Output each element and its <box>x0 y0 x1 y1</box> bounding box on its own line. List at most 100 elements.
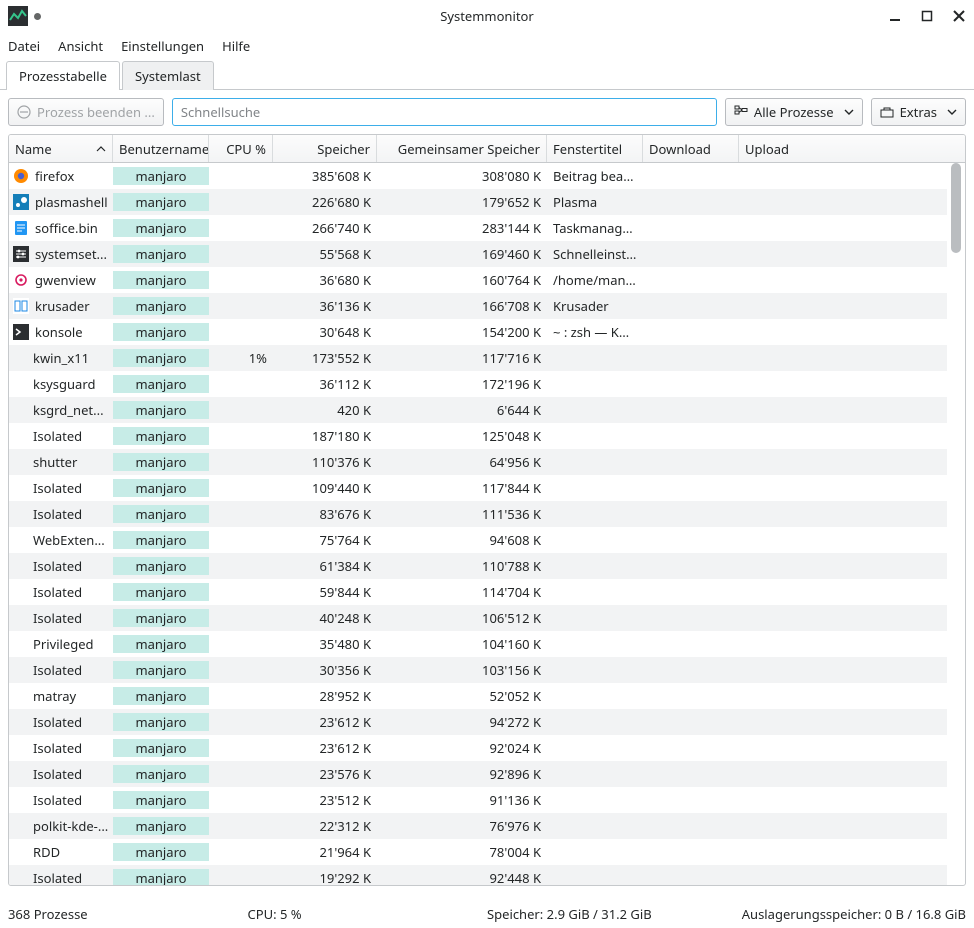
cell-user: manjaro <box>113 869 209 885</box>
column-cpu[interactable]: CPU % <box>209 135 273 162</box>
table-row[interactable]: Isolatedmanjaro23'612 K94'272 K <box>9 709 947 735</box>
table-row[interactable]: gwenviewmanjaro36'680 K160'764 K/home/ma… <box>9 267 947 293</box>
end-process-button[interactable]: Prozess beenden ... <box>8 98 164 126</box>
table-row[interactable]: Isolatedmanjaro40'248 K106'512 K <box>9 605 947 631</box>
cell-memory: 23'612 K <box>273 713 377 731</box>
process-name: Isolated <box>33 765 82 783</box>
table-row[interactable]: shuttermanjaro110'376 K64'956 K <box>9 449 947 475</box>
cell-shared-memory: 6'644 K <box>377 401 547 419</box>
status-cpu: CPU: 5 % <box>248 905 488 923</box>
table-row[interactable]: konsolemanjaro30'648 K154'200 K~ : zsh —… <box>9 319 947 345</box>
table-row[interactable]: Isolatedmanjaro83'676 K111'536 K <box>9 501 947 527</box>
table-row[interactable]: plasmashellmanjaro226'680 K179'652 KPlas… <box>9 189 947 215</box>
column-window-title-label: Fenstertitel <box>553 140 622 158</box>
column-upload[interactable]: Upload <box>739 135 935 162</box>
cell-name: Privileged <box>9 635 113 653</box>
cell-name: matray <box>9 687 113 705</box>
cell-shared-memory: 160'764 K <box>377 271 547 289</box>
column-shared-memory[interactable]: Gemeinsamer Speicher <box>377 135 547 162</box>
column-window-title[interactable]: Fenstertitel <box>547 135 643 162</box>
table-row[interactable]: Isolatedmanjaro23'612 K92'024 K <box>9 735 947 761</box>
table-row[interactable]: firefoxmanjaro385'608 K308'080 KBeitrag … <box>9 163 947 189</box>
menu-help[interactable]: Hilfe <box>222 37 250 55</box>
end-process-label: Prozess beenden ... <box>37 103 155 121</box>
table-row[interactable]: kwin_x11manjaro1%173'552 K117'716 K <box>9 345 947 371</box>
process-name: Isolated <box>33 479 82 497</box>
search-input[interactable] <box>172 98 717 126</box>
minimize-button[interactable] <box>888 9 902 23</box>
tab-process-table[interactable]: Prozesstabelle <box>6 61 120 90</box>
cell-user: manjaro <box>113 245 209 263</box>
filter-processes-label: Alle Prozesse <box>754 103 834 121</box>
cell-shared-memory: 78'004 K <box>377 843 547 861</box>
process-name: shutter <box>33 453 77 471</box>
cell-shared-memory: 172'196 K <box>377 375 547 393</box>
table-row[interactable]: matraymanjaro28'952 K52'052 K <box>9 683 947 709</box>
filter-processes-button[interactable]: Alle Prozesse <box>725 98 863 126</box>
table-row[interactable]: Isolatedmanjaro30'356 K103'156 K <box>9 657 947 683</box>
process-name: soffice.bin <box>35 219 98 237</box>
column-download[interactable]: Download <box>643 135 739 162</box>
menu-settings[interactable]: Einstellungen <box>121 37 204 55</box>
column-user[interactable]: Benutzername <box>113 135 209 162</box>
process-name: Isolated <box>33 713 82 731</box>
table-row[interactable]: ksgrd_net...manjaro420 K6'644 K <box>9 397 947 423</box>
cell-memory: 22'312 K <box>273 817 377 835</box>
cell-window-title: Beitrag bearb... <box>547 167 643 185</box>
maximize-button[interactable] <box>920 9 934 23</box>
cell-user: manjaro <box>113 713 209 731</box>
cell-name: kwin_x11 <box>9 349 113 367</box>
table-row[interactable]: Isolatedmanjaro61'384 K110'788 K <box>9 553 947 579</box>
table-row[interactable]: RDDmanjaro21'964 K78'004 K <box>9 839 947 865</box>
cell-user: manjaro <box>113 791 209 809</box>
column-name[interactable]: Name <box>9 135 113 162</box>
cell-shared-memory: 91'136 K <box>377 791 547 809</box>
cell-user: manjaro <box>113 843 209 861</box>
table-row[interactable]: ksysguardmanjaro36'112 K172'196 K <box>9 371 947 397</box>
table-row[interactable]: Isolatedmanjaro109'440 K117'844 K <box>9 475 947 501</box>
table-row[interactable]: Isolatedmanjaro23'576 K92'896 K <box>9 761 947 787</box>
cell-memory: 187'180 K <box>273 427 377 445</box>
cell-user: manjaro <box>113 661 209 679</box>
table-row[interactable]: Isolatedmanjaro187'180 K125'048 K <box>9 423 947 449</box>
close-button[interactable] <box>952 9 966 23</box>
process-icon <box>13 324 29 340</box>
tab-system-load[interactable]: Systemlast <box>122 61 214 90</box>
column-memory[interactable]: Speicher <box>273 135 377 162</box>
table-row[interactable]: polkit-kde-...manjaro22'312 K76'976 K <box>9 813 947 839</box>
table-row[interactable]: Isolatedmanjaro19'292 K92'448 K <box>9 865 947 885</box>
cell-shared-memory: 114'704 K <box>377 583 547 601</box>
table-row[interactable]: Isolatedmanjaro59'844 K114'704 K <box>9 579 947 605</box>
table-row[interactable]: soffice.binmanjaro266'740 K283'144 KTask… <box>9 215 947 241</box>
cell-shared-memory: 92'896 K <box>377 765 547 783</box>
menu-file[interactable]: Datei <box>8 37 40 55</box>
scrollbar-thumb[interactable] <box>951 163 961 253</box>
process-name: WebExten... <box>33 531 105 549</box>
table-row[interactable]: Privilegedmanjaro35'480 K104'160 K <box>9 631 947 657</box>
cell-memory: 110'376 K <box>273 453 377 471</box>
process-name: Isolated <box>33 739 82 757</box>
menu-view[interactable]: Ansicht <box>58 37 103 55</box>
table-row[interactable]: krusadermanjaro36'136 K166'708 KKrusader <box>9 293 947 319</box>
cell-name: ksgrd_net... <box>9 401 113 419</box>
cell-shared-memory: 117'716 K <box>377 349 547 367</box>
process-name: krusader <box>35 297 90 315</box>
titlebar: Systemmonitor <box>0 0 974 32</box>
table-row[interactable]: WebExten...manjaro75'764 K94'608 K <box>9 527 947 553</box>
cell-user: manjaro <box>113 609 209 627</box>
cell-memory: 36'112 K <box>273 375 377 393</box>
cell-user: manjaro <box>113 635 209 653</box>
cell-user: manjaro <box>113 193 209 211</box>
extras-button[interactable]: Extras <box>871 98 966 126</box>
cell-user: manjaro <box>113 271 209 289</box>
cell-memory: 385'608 K <box>273 167 377 185</box>
table-row[interactable]: systemset...manjaro55'568 K169'460 KSchn… <box>9 241 947 267</box>
column-name-label: Name <box>15 140 52 158</box>
cell-memory: 36'680 K <box>273 271 377 289</box>
process-name: Isolated <box>33 505 82 523</box>
table-row[interactable]: Isolatedmanjaro23'512 K91'136 K <box>9 787 947 813</box>
vertical-scrollbar[interactable] <box>949 163 963 883</box>
column-upload-label: Upload <box>745 140 789 158</box>
cell-shared-memory: 104'160 K <box>377 635 547 653</box>
chevron-down-icon <box>947 107 957 117</box>
